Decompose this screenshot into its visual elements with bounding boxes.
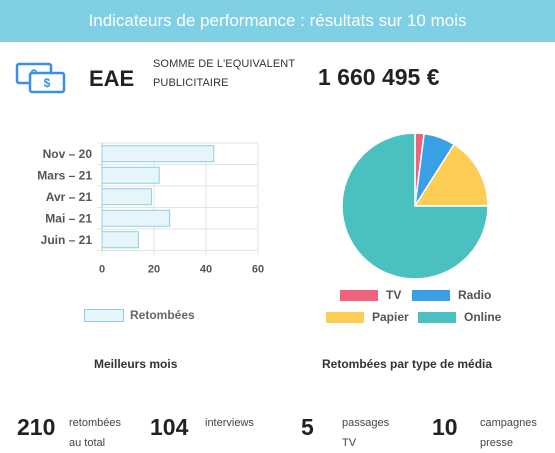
pie-legend-papier: Papier: [326, 310, 409, 324]
x-tick-label: 60: [252, 264, 264, 276]
legend-swatch-retombees: [84, 308, 124, 322]
money-bills-icon: $ $: [15, 62, 66, 94]
pie-slice: [341, 132, 489, 280]
pie-legend-online: Online: [418, 310, 501, 324]
stat-label-total-line2: au total: [69, 437, 106, 449]
x-tick-label: 20: [148, 264, 160, 276]
best-months-bar-chart: 0 20 40 60 Nov – 20 Mars – 21 Avr – 21 Mai – 21…: [37, 142, 264, 276]
pie-legend-label-papier: Papier: [372, 310, 409, 324]
stat-number-press: 10: [432, 414, 458, 440]
y-category-label: Juin – 21: [41, 233, 93, 247]
stat-label-tv-line1: passages: [342, 417, 390, 429]
stat-label-interviews-line1: interviews: [205, 417, 254, 429]
media-type-caption: Retombées par type de média: [322, 357, 493, 371]
stat-number-interviews: 104: [150, 414, 189, 440]
bar-chart-legend: Retombées: [84, 308, 195, 322]
stat-number-total: 210: [17, 414, 56, 440]
y-category-label: Mars – 21: [37, 168, 92, 182]
header-banner: Indicateurs de performance : résultats s…: [0, 0, 555, 42]
pie-legend-label-online: Online: [464, 310, 502, 324]
stat-label-press-line2: presse: [480, 437, 514, 449]
y-category-label: Avr – 21: [46, 190, 93, 204]
pie-legend-label-radio: Radio: [458, 288, 492, 302]
stat-label-tv-line2: TV: [342, 437, 357, 449]
ad-value-label: SOMME DE L'EQUIVALENT PUBLICITAIRE: [153, 58, 295, 89]
stat-label-press: campagnes presse: [480, 413, 537, 453]
pie-slice: [413, 143, 489, 207]
svg-text:$: $: [44, 76, 51, 90]
bar: [101, 231, 139, 249]
best-months-caption: Meilleurs mois: [94, 357, 178, 371]
legend-label-retombees: Retombées: [130, 308, 195, 322]
pie-legend-label-tv: TV: [386, 288, 402, 302]
pie-legend-tv: TV: [340, 288, 401, 302]
page-title: Indicateurs de performance : résultats s…: [88, 11, 467, 30]
y-category-label: Nov – 20: [43, 147, 93, 161]
pie-legend-radio: Radio: [412, 288, 491, 302]
pie-legend-swatch-online: [418, 311, 456, 323]
ad-value-amount: 1 660 495 €: [318, 64, 440, 90]
media-type-pie-chart: [341, 132, 489, 280]
stat-label-interviews: interviews: [205, 413, 254, 433]
y-category-label: Mai – 21: [45, 211, 92, 225]
stat-number-tv: 5: [301, 414, 314, 440]
pie-legend-swatch-tv: [340, 289, 378, 301]
stat-label-tv: passages TV: [342, 413, 389, 453]
bar: [101, 209, 171, 227]
stat-label-total: retombées au total: [69, 413, 121, 453]
bar: [101, 145, 215, 163]
x-tick-label: 40: [200, 264, 212, 276]
stat-label-press-line1: campagnes: [480, 417, 537, 429]
stat-label-total-line1: retombées: [69, 417, 121, 429]
ad-value-code: EAE: [89, 66, 135, 91]
pie-legend-swatch-papier: [326, 311, 364, 323]
bar: [101, 188, 152, 206]
x-tick-label: 0: [99, 264, 105, 276]
bar: [101, 166, 160, 184]
pie-legend-swatch-radio: [412, 289, 450, 301]
